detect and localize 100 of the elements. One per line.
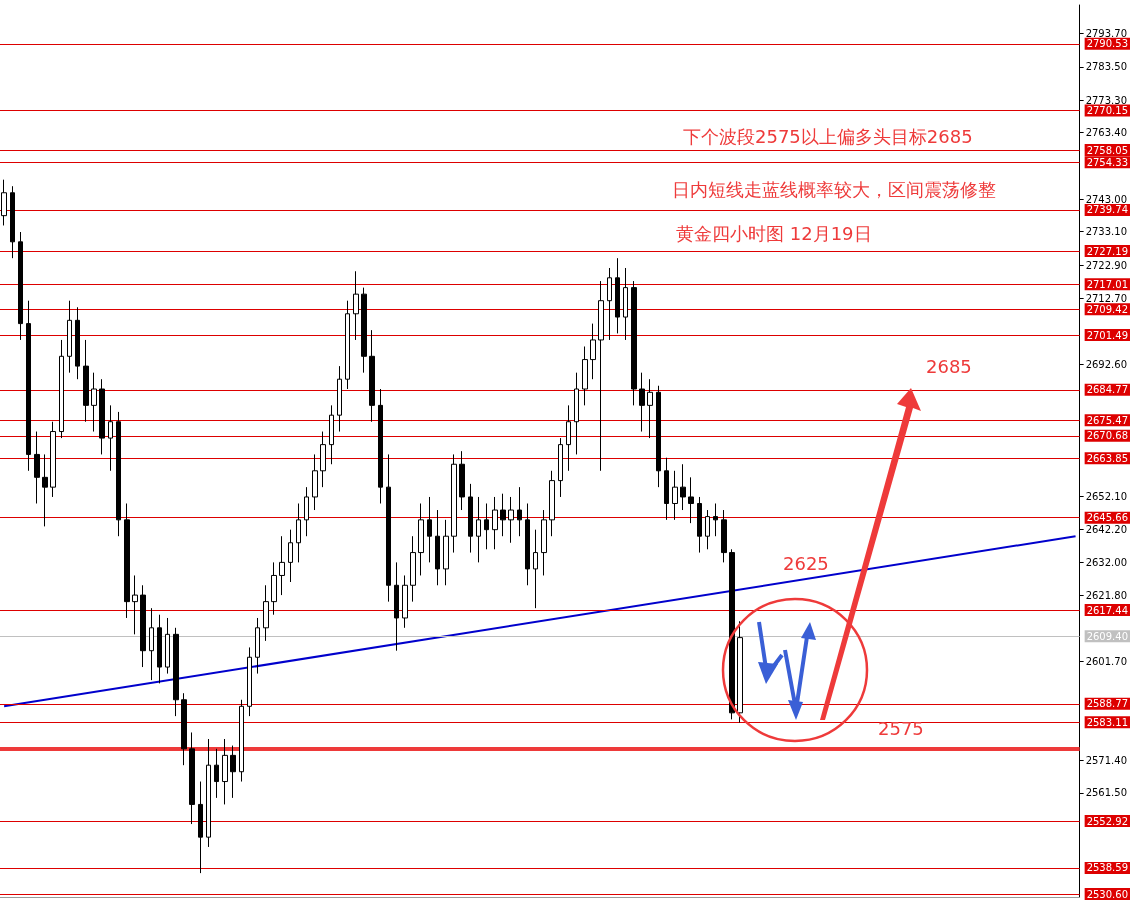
annotation: 黄金四小时图 12月19日 xyxy=(676,222,872,246)
candlestick xyxy=(320,431,326,488)
y-tick-label: 2621.80 xyxy=(1085,590,1128,602)
candlestick xyxy=(647,378,653,439)
ref-line-label: 2675.47 xyxy=(1086,414,1129,426)
candlestick xyxy=(721,509,727,563)
candlestick xyxy=(410,535,416,603)
ref-line-label: 2538.59 xyxy=(1086,862,1129,874)
candlestick xyxy=(533,529,538,609)
candlestick xyxy=(247,646,252,717)
candlestick xyxy=(680,463,686,511)
candlestick xyxy=(590,323,596,380)
ref-line-label: 2739.74 xyxy=(1086,204,1129,216)
candlestick xyxy=(116,411,121,537)
candlestick xyxy=(729,548,735,720)
candlestick xyxy=(443,519,449,586)
candlestick xyxy=(402,574,408,629)
annotation: 2685 xyxy=(926,356,972,377)
candlestick xyxy=(672,470,678,521)
candlestick xyxy=(607,267,612,341)
candlestick xyxy=(312,453,318,511)
ref-line-label: 2552.92 xyxy=(1086,815,1129,827)
y-tick-label: 2692.60 xyxy=(1085,358,1128,370)
candlestick xyxy=(615,257,620,334)
ref-line-label: 2727.19 xyxy=(1086,245,1129,257)
candlestick xyxy=(124,503,130,619)
candlestick xyxy=(239,699,244,783)
ref-line-label: 2754.33 xyxy=(1086,156,1129,168)
annotation: 下个波段2575以上偏多头目标2685 xyxy=(683,125,973,149)
candlestick xyxy=(230,745,236,799)
y-tick-label: 2783.50 xyxy=(1085,61,1128,73)
candlestick xyxy=(639,372,645,433)
annotation: 2575 xyxy=(878,718,924,739)
candlestick xyxy=(598,280,604,472)
candlestick xyxy=(222,738,228,805)
candlestick xyxy=(623,267,628,341)
y-tick-label: 2793.70 xyxy=(1085,27,1128,39)
candlestick xyxy=(214,748,219,799)
y-tick-label: 2642.20 xyxy=(1085,523,1128,535)
candlestick xyxy=(492,496,498,550)
candlestick xyxy=(108,404,113,472)
candlestick xyxy=(737,620,743,724)
candlestick xyxy=(198,781,203,874)
candlestick xyxy=(582,345,588,406)
y-tick-label: 2632.00 xyxy=(1085,556,1128,568)
candlestick xyxy=(181,692,187,766)
y-tick-label: 2722.90 xyxy=(1085,259,1128,271)
candlestick xyxy=(75,306,80,380)
ref-line-label: 2717.01 xyxy=(1086,278,1129,290)
candlestick xyxy=(517,486,522,537)
candlestick xyxy=(484,503,489,550)
candlestick xyxy=(378,388,383,504)
ref-line-label: 2583.11 xyxy=(1086,716,1129,728)
candlestick xyxy=(525,503,530,586)
candlestick xyxy=(664,457,669,521)
candlestick xyxy=(713,503,718,537)
candlestick xyxy=(165,617,170,675)
candlestick xyxy=(140,584,146,668)
candlestick xyxy=(566,404,571,472)
candlestick xyxy=(67,300,72,374)
candlestick xyxy=(18,231,23,341)
y-tick-label: 2652.10 xyxy=(1085,491,1128,503)
ref-line-label: 2709.42 xyxy=(1086,303,1129,315)
candlestick xyxy=(1,179,7,226)
candlestick xyxy=(697,496,702,554)
candlestick xyxy=(206,738,211,848)
candlestick xyxy=(189,731,195,825)
candlestick xyxy=(279,535,285,596)
candlestick xyxy=(263,584,269,642)
ref-line-label: 2770.15 xyxy=(1086,104,1129,116)
candlestick xyxy=(705,509,710,550)
y-tick-label: 2571.40 xyxy=(1085,755,1128,767)
annotation: 日内短线走蓝线概率较大，区间震荡修整 xyxy=(672,178,996,202)
candlestick xyxy=(10,185,15,259)
candlestick xyxy=(304,486,309,537)
candlestick xyxy=(631,280,637,406)
candlestick xyxy=(435,509,440,586)
candlestick xyxy=(99,378,105,455)
candlestick xyxy=(468,483,473,554)
candlestick xyxy=(288,529,293,583)
candlestick xyxy=(91,372,97,433)
y-tick-label: 2773.30 xyxy=(1085,94,1128,106)
y-tick-label: 2712.70 xyxy=(1085,292,1128,304)
y-tick-label: 2733.10 xyxy=(1085,226,1128,238)
ref-line-label: 2670.68 xyxy=(1086,430,1129,442)
candlestick xyxy=(558,437,563,498)
ref-line-label: 2663.85 xyxy=(1086,452,1129,464)
ref-line-label: 2588.77 xyxy=(1086,698,1129,710)
candlestick xyxy=(42,453,48,527)
candlestick xyxy=(369,329,375,423)
candlestick xyxy=(451,453,457,554)
candlestick xyxy=(574,372,579,455)
candlestick xyxy=(345,300,350,390)
ref-line-label: 2684.77 xyxy=(1086,384,1129,396)
candlestick xyxy=(149,607,154,681)
candlestick xyxy=(329,404,334,465)
candlestick xyxy=(459,450,465,511)
candlestick xyxy=(541,509,547,576)
candlestick xyxy=(549,470,555,537)
ref-line-label: 2609.40 xyxy=(1086,630,1129,642)
